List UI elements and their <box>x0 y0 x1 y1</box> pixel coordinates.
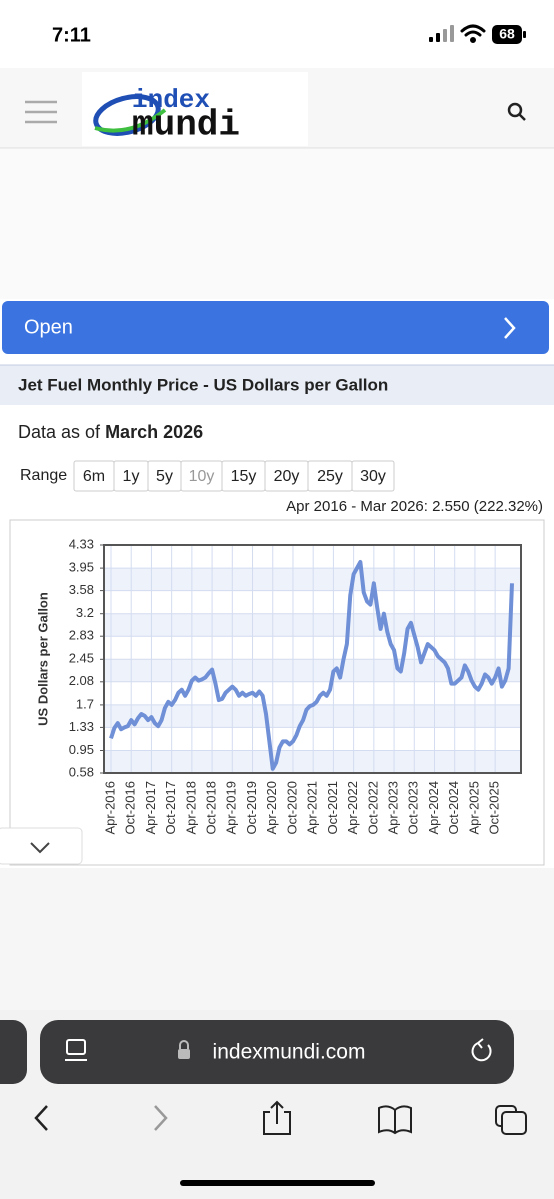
x-tick-label: Apr-2022 <box>345 781 360 834</box>
x-tick-label: Oct-2017 <box>163 781 178 834</box>
menu-button[interactable] <box>25 100 57 124</box>
x-tick-label: Apr-2019 <box>224 781 239 834</box>
collapse-tab[interactable] <box>0 827 83 865</box>
y-tick-label: 0.95 <box>69 742 94 757</box>
x-tick-label: Oct-2025 <box>487 781 502 834</box>
section-title: Jet Fuel Monthly Price - US Dollars per … <box>18 375 388 394</box>
reader-icon <box>65 1039 87 1061</box>
tabs-button[interactable] <box>495 1105 527 1135</box>
logo-top: index <box>132 85 210 115</box>
y-tick-label: 3.95 <box>69 560 94 575</box>
forward-button[interactable] <box>154 1105 168 1131</box>
y-tick-label: 2.08 <box>69 673 94 688</box>
x-tick-label: Apr-2018 <box>183 781 198 834</box>
x-tick-label: Oct-2024 <box>446 781 461 834</box>
plot-border <box>103 544 522 774</box>
x-tick-label: Apr-2024 <box>426 781 441 834</box>
y-tick-label: 1.33 <box>69 719 94 734</box>
grid-band <box>104 750 521 773</box>
range-option: 25y <box>317 468 343 485</box>
logo-swoosh <box>93 94 161 136</box>
y-tick-label: 0.58 <box>69 764 94 779</box>
grid-band <box>104 704 521 728</box>
reload-icon[interactable] <box>471 1038 492 1062</box>
lock-icon <box>178 1040 190 1059</box>
x-tick-label: Apr-2016 <box>102 781 117 834</box>
ad-chevron <box>504 317 516 339</box>
data-as-of: Data as of March 2026 <box>18 422 203 442</box>
x-tick-label: Oct-2019 <box>244 781 259 834</box>
x-tick-label: Oct-2021 <box>325 781 340 834</box>
x-tick-label: Oct-2020 <box>284 781 299 834</box>
signal-icon <box>429 25 454 42</box>
lower-area <box>0 868 554 1010</box>
chart: 0.58 0.95 1.33 1.7 2.08 2.45 2.83 3.2 3.58 3.95 4.… <box>35 536 522 834</box>
chart-summary: Apr 2016 - Mar 2026: 2.550 (222.32%) <box>286 498 543 515</box>
battery-icon <box>492 25 522 44</box>
battery-level: 68 <box>499 26 515 42</box>
x-tick-label: Oct-2016 <box>123 781 138 834</box>
wifi-icon <box>460 24 486 43</box>
range-label: Range <box>20 467 67 484</box>
x-tick-label: Apr-2021 <box>305 781 320 834</box>
x-tick-label: Apr-2023 <box>385 781 400 834</box>
x-tick-label: Oct-2022 <box>365 781 380 834</box>
range-buttons: 6m 1y 5y 10y 15y 20y 25y 30y <box>73 460 395 492</box>
logo-bottom: mundi <box>132 105 240 146</box>
price-line <box>109 560 514 771</box>
range-button[interactable] <box>351 460 395 492</box>
y-tick-label: 1.7 <box>76 696 94 711</box>
logo-swoosh-green <box>94 108 167 133</box>
y-axis-label: US Dollars per Gallon <box>35 592 50 726</box>
prev-tab[interactable] <box>0 1020 27 1084</box>
grid-band <box>104 568 521 591</box>
battery-tip <box>523 31 526 38</box>
y-tick-label: 3.58 <box>69 582 94 597</box>
data-as-of-date: March 2026 <box>105 422 203 442</box>
home-indicator <box>180 1180 375 1186</box>
grid-band <box>104 613 521 637</box>
search-button[interactable] <box>507 102 526 121</box>
bookmarks-button[interactable] <box>378 1105 412 1135</box>
ad-open-button[interactable] <box>2 301 549 354</box>
section-title-bar <box>0 365 554 405</box>
x-tick-label: Oct-2023 <box>406 781 421 834</box>
data-as-of-prefix: Data as of <box>18 422 101 442</box>
range-option: 30y <box>360 468 386 485</box>
y-tick-label: 3.2 <box>76 605 94 620</box>
x-tick-label: Apr-2025 <box>466 781 481 834</box>
y-tick-label: 2.45 <box>69 651 94 666</box>
status-time: 7:11 <box>52 24 91 46</box>
collapse-chevron <box>30 842 50 854</box>
range-option: 1y <box>123 468 140 485</box>
y-tick-label: 4.33 <box>69 536 94 551</box>
range-option: 15y <box>231 468 257 485</box>
back-button[interactable] <box>34 1105 48 1131</box>
range-option: 5y <box>156 468 173 485</box>
x-tick-label: Apr-2020 <box>264 781 279 834</box>
x-tick-label: Oct-2018 <box>204 781 219 834</box>
ad-open-label: Open <box>24 316 73 338</box>
address-bar[interactable] <box>40 1020 514 1084</box>
y-tick-label: 2.83 <box>69 628 94 643</box>
range-option: 10y <box>189 468 215 485</box>
ad-area <box>0 149 554 299</box>
url: indexmundi.com <box>213 1041 366 1064</box>
range-option: 20y <box>274 468 300 485</box>
x-tick-label: Apr-2017 <box>143 781 158 834</box>
share-button[interactable] <box>263 1100 291 1135</box>
range-option: 6m <box>83 468 105 485</box>
